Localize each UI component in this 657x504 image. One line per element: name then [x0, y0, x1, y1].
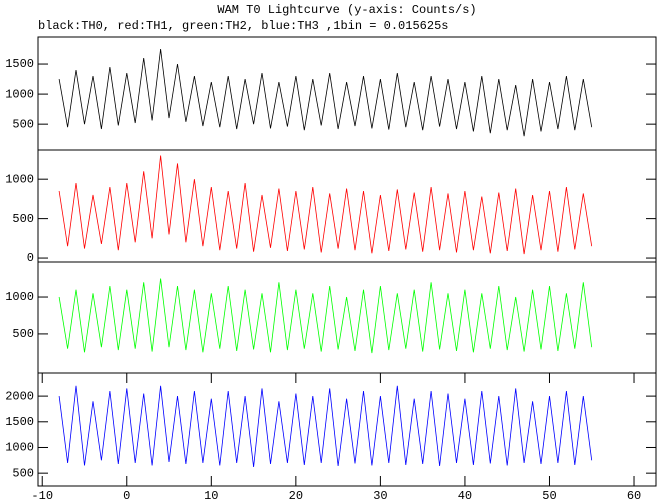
panel-frame [37, 372, 657, 487]
y-tick-label: 500 [12, 212, 34, 226]
panel-frame [37, 149, 657, 263]
x-tick-label: 30 [373, 489, 387, 503]
y-tick-label: 500 [12, 466, 34, 480]
chart-subtitle: black:TH0, red:TH1, green:TH2, blue:TH3 … [38, 19, 448, 33]
y-tick-label: 1000 [5, 290, 34, 304]
x-tick-label: 60 [627, 489, 641, 503]
x-tick-label: 10 [204, 489, 218, 503]
data-line [58, 385, 593, 468]
chart-title: WAM T0 Lightcurve (y-axis: Counts/s) [217, 3, 476, 17]
y-tick-label: 1000 [5, 441, 34, 455]
y-tick-label: 2000 [5, 389, 34, 403]
x-tick-label: 0 [123, 489, 130, 503]
y-tick-label: 1500 [5, 415, 34, 429]
x-tick-label: 40 [458, 489, 472, 503]
y-tick-label: 500 [12, 327, 34, 341]
y-tick-label: 0 [27, 251, 34, 265]
x-tick-label: -10 [31, 489, 53, 503]
x-tick-label: 20 [289, 489, 303, 503]
x-tick-label: 50 [542, 489, 556, 503]
y-tick-label: 1000 [5, 172, 34, 186]
y-tick-label: 1500 [5, 57, 34, 71]
data-line [58, 155, 593, 255]
data-line [58, 278, 593, 354]
data-line [58, 48, 593, 137]
y-tick-label: 1000 [5, 87, 34, 101]
y-tick-label: 500 [12, 117, 34, 131]
